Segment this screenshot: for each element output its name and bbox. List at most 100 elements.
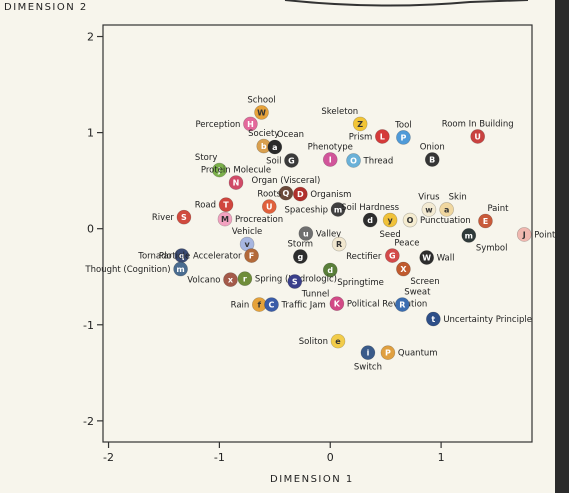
point-label: Road xyxy=(195,201,216,211)
point-label: Tool xyxy=(394,120,412,130)
data-point: d Springtime xyxy=(322,262,384,288)
point-marker xyxy=(346,153,361,168)
point-marker xyxy=(278,185,294,201)
point-label: Story xyxy=(195,153,217,163)
point-marker xyxy=(360,345,376,360)
point-marker xyxy=(424,152,440,167)
point-marker xyxy=(322,152,338,167)
point-marker-letter: L xyxy=(380,132,385,141)
point-label: Rain xyxy=(231,301,250,311)
y-tick-label: 1 xyxy=(87,127,94,140)
point-marker-letter: S xyxy=(292,278,298,287)
point-label: Peace xyxy=(394,239,419,249)
top-edge-curve xyxy=(284,0,529,7)
data-point: m Thought (Cognition) xyxy=(84,261,188,277)
point-label: Prism xyxy=(349,132,373,142)
point-marker xyxy=(516,227,532,242)
data-point: x Volcano xyxy=(187,272,238,287)
point-marker xyxy=(330,333,346,349)
y-tick-label: 2 xyxy=(87,31,94,44)
point-label: Soil Hardness xyxy=(341,203,399,213)
data-point: F Particle Accelerator xyxy=(159,248,259,263)
data-point: G Peace xyxy=(385,239,419,263)
point-label: Traffic Jam xyxy=(280,301,325,311)
point-marker xyxy=(287,274,303,289)
point-marker-letter: Q xyxy=(283,189,290,198)
data-point: R Rectifier xyxy=(331,236,382,262)
data-point: S River xyxy=(152,209,192,225)
point-marker xyxy=(470,129,485,144)
point-label: Tunnel xyxy=(301,290,330,300)
point-label: Soil xyxy=(266,156,281,166)
data-point: E Paint xyxy=(478,204,509,229)
point-marker xyxy=(237,271,253,286)
data-point: P Tool xyxy=(394,120,412,145)
point-marker xyxy=(330,202,346,217)
point-label: Thread xyxy=(363,156,394,166)
point-marker xyxy=(173,261,188,277)
point-marker xyxy=(375,129,390,144)
point-label: Wall xyxy=(437,254,455,264)
x-tick-label: 0 xyxy=(327,451,334,464)
point-marker xyxy=(254,105,269,120)
data-point: Q Organ (Visceral) xyxy=(252,176,321,201)
point-marker-letter: v xyxy=(244,240,250,249)
data-point: N Protein Molecule xyxy=(201,166,271,190)
data-point: O Thread xyxy=(346,153,394,168)
data-point: t Uncertainty Principle xyxy=(426,311,532,327)
data-point: C Traffic Jam xyxy=(264,297,326,312)
point-marker xyxy=(212,162,227,178)
point-marker-letter: N xyxy=(233,179,240,188)
data-point: f Rain xyxy=(231,297,267,312)
point-marker-letter: a xyxy=(272,143,277,152)
data-point: I Phenotype xyxy=(308,143,353,167)
point-label: Onion xyxy=(420,143,445,153)
y-axis-ticks: -2 -1 0 1 2 xyxy=(83,31,103,428)
point-marker-letter: W xyxy=(422,254,431,263)
data-point: m Spaceship xyxy=(285,202,346,217)
data-point: J Point xyxy=(516,227,556,242)
point-marker-letter: m xyxy=(465,231,473,240)
point-marker-letter: O xyxy=(407,216,414,225)
data-point: T Road xyxy=(195,197,234,212)
point-marker-letter: U xyxy=(474,132,481,141)
y-tick-label: -2 xyxy=(83,415,94,428)
point-marker xyxy=(284,153,299,168)
point-label: Roots xyxy=(257,190,281,200)
point-label: Virus xyxy=(418,192,440,202)
point-label: Political Revolution xyxy=(347,300,427,310)
point-marker xyxy=(426,311,441,327)
point-marker-letter: i xyxy=(367,349,370,358)
point-label: Tornado xyxy=(137,252,172,262)
data-point: U Room In Building xyxy=(442,119,514,144)
point-marker-letter: F xyxy=(249,252,254,261)
point-marker-letter: r xyxy=(243,275,247,284)
point-marker xyxy=(244,248,259,263)
point-marker xyxy=(382,212,398,228)
point-label: Symbol xyxy=(476,243,508,253)
point-marker xyxy=(228,175,244,190)
point-marker-letter: I xyxy=(329,156,332,165)
point-label: Screen xyxy=(410,277,439,287)
point-label: Thought (Cognition) xyxy=(84,265,170,275)
data-point: R Sweat xyxy=(395,288,431,312)
point-label: Organ (Visceral) xyxy=(252,176,321,186)
point-label: Springtime xyxy=(337,278,384,288)
data-point: v Vehicle xyxy=(232,227,262,252)
data-point: M Procreation xyxy=(217,211,283,227)
data-point: W School xyxy=(247,95,276,120)
point-label: Valley xyxy=(316,230,341,240)
point-label: Seed xyxy=(379,230,400,240)
x-tick-label: -2 xyxy=(103,451,114,464)
data-point: P Quantum xyxy=(380,345,438,360)
point-label: Uncertainty Principle xyxy=(443,315,532,325)
data-point: K Political Revolution xyxy=(329,296,427,311)
point-marker-letter: w xyxy=(425,205,433,214)
data-point: y Seed xyxy=(379,212,401,240)
data-point: O Punctuation xyxy=(402,212,471,228)
point-label: Paint xyxy=(487,204,509,214)
